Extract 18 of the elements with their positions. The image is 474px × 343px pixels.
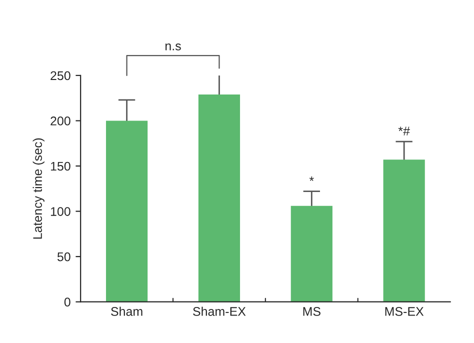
y-tick-label: 250 — [50, 71, 70, 80]
bar — [290, 206, 332, 302]
y-tick-label: 200 — [50, 116, 70, 126]
bar — [383, 160, 425, 302]
text: n.s — [166, 44, 181, 50]
x-tick-label: Sham — [111, 306, 142, 316]
bar — [198, 94, 240, 302]
y-tick-label: 150 — [50, 162, 70, 171]
y-tick-label: 100 — [50, 207, 70, 216]
y-tick-label: 50 — [57, 252, 70, 262]
y-tick-label: 0 — [64, 298, 70, 306]
x-tick-label: MS — [303, 307, 320, 316]
bar — [106, 120, 148, 302]
annotation: * — [309, 176, 314, 181]
annotation: *# — [398, 126, 410, 136]
x-tick-label: Sham-EX — [193, 306, 246, 316]
y-axis-title: Latency time (sec) — [32, 138, 44, 239]
x-tick-label: MS-EX — [385, 307, 424, 316]
